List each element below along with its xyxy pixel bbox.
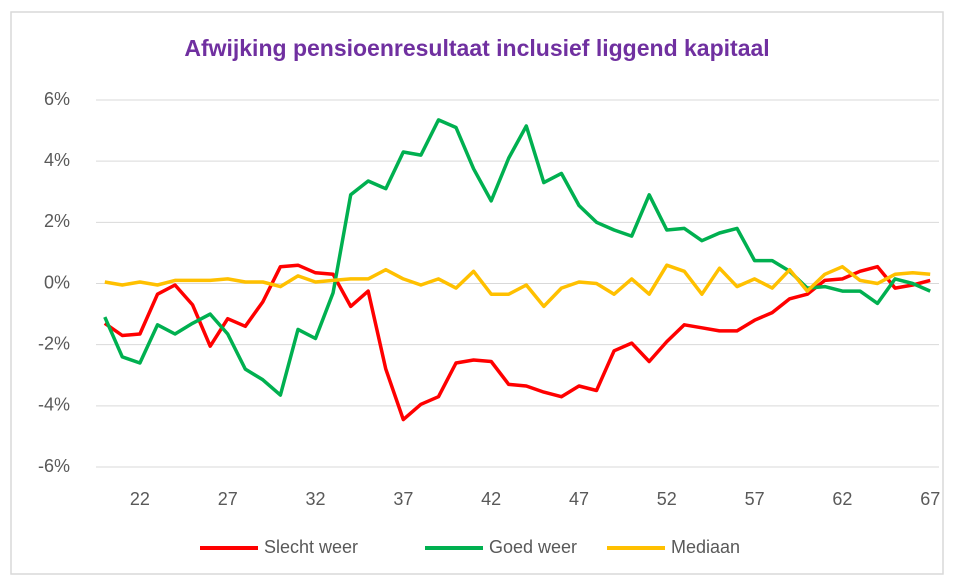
y-tick-label: 6%	[44, 89, 70, 109]
x-tick-label: 42	[481, 489, 501, 509]
y-tick-label: -2%	[38, 333, 70, 353]
x-tick-label: 37	[393, 489, 413, 509]
y-tick-label: 2%	[44, 211, 70, 231]
chart-border	[10, 11, 944, 575]
x-tick-label: 52	[657, 489, 677, 509]
y-tick-label: 0%	[44, 272, 70, 292]
x-tick-label: 62	[832, 489, 852, 509]
x-tick-label: 57	[745, 489, 765, 509]
x-tick-label: 27	[218, 489, 238, 509]
x-tick-label: 22	[130, 489, 150, 509]
series-line	[103, 263, 931, 422]
y-tick-label: -6%	[38, 456, 70, 476]
y-tick-label: 4%	[44, 150, 70, 170]
legend-label: Slecht weer	[264, 537, 358, 557]
x-tick-label: 47	[569, 489, 589, 509]
chart-title: Afwijking pensioenresultaat inclusief li…	[184, 35, 769, 61]
legend-label: Mediaan	[671, 537, 740, 557]
x-tick-label: 32	[306, 489, 326, 509]
legend-label: Goed weer	[489, 537, 577, 557]
series-line	[104, 263, 931, 309]
y-tick-label: -4%	[38, 395, 70, 415]
x-tick-label: 67	[920, 489, 940, 509]
